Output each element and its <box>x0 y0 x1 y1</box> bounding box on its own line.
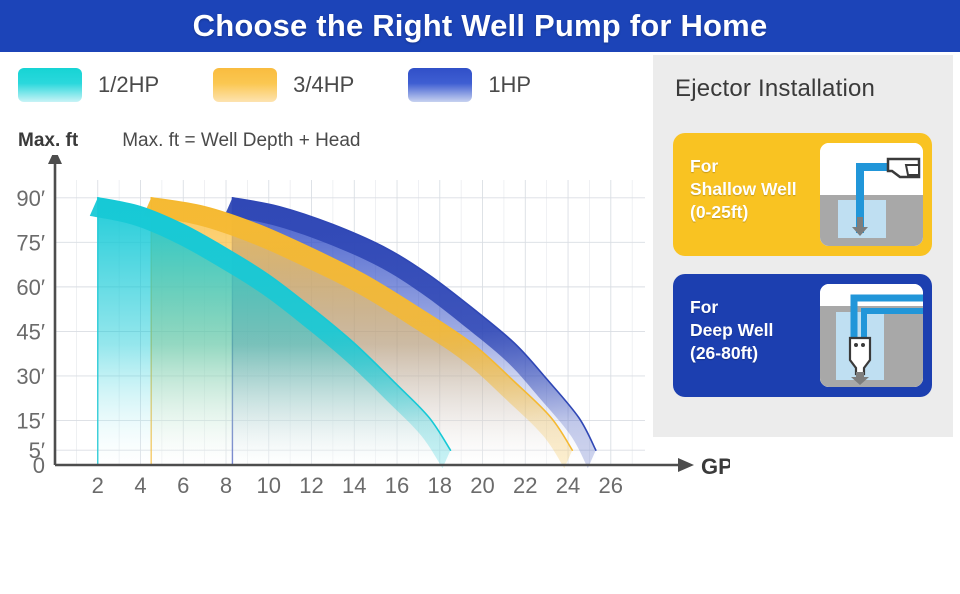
y-tick-label: 0 <box>33 453 45 478</box>
card-deep-well-text: For Deep Well (26-80ft) <box>690 296 815 365</box>
legend-label: 1HP <box>488 72 532 97</box>
card-line-3: (0-25ft) <box>690 202 749 223</box>
card-deep-well[interactable]: For Deep Well (26-80ft) <box>673 274 932 397</box>
chart-legend: 1/2HP 3/4HP 1HP <box>18 68 638 118</box>
chart-canvas: 05′15′30′45′60′75′90′2 4 6 8 10 12 14 16 18 20 22 2… <box>16 155 730 498</box>
x-tick-label: 26 <box>599 473 623 498</box>
deep-well-diagram-icon <box>820 284 923 387</box>
legend-item-three-quarter-hp[interactable]: 3/4HP <box>213 68 354 102</box>
y-tick-label: 75′ <box>16 230 45 255</box>
panel-title: Ejector Installation <box>675 75 876 102</box>
page-title: Choose the Right Well Pump for Home <box>192 8 768 43</box>
chart-axes <box>48 155 694 472</box>
x-tick-label: 24 <box>556 473 580 498</box>
color-swatch-icon <box>213 68 278 102</box>
card-shallow-well-text: For Shallow Well (0-25ft) <box>690 155 815 224</box>
x-tick-label: 22 <box>513 473 537 498</box>
x-tick-label: 14 <box>342 473 366 498</box>
x-tick-label: 4 <box>134 473 146 498</box>
page-header: Choose the Right Well Pump for Home <box>0 0 960 52</box>
x-tick-label: 16 <box>385 473 409 498</box>
card-shallow-well[interactable]: For Shallow Well (0-25ft) <box>673 133 932 256</box>
color-swatch-icon <box>408 68 473 102</box>
legend-item-one-hp[interactable]: 1HP <box>408 68 531 102</box>
y-axis-title: Max. ft <box>18 130 79 151</box>
shallow-well-diagram-icon <box>820 143 923 246</box>
y-tick-label: 90′ <box>16 186 45 211</box>
card-line-2: Deep Well <box>690 320 774 341</box>
y-tick-label: 60′ <box>16 275 45 300</box>
x-tick-label: 20 <box>470 473 494 498</box>
card-line-1: For <box>690 297 719 317</box>
x-tick-label: 6 <box>177 473 189 498</box>
chart-note: Max. ft = Well Depth + Head <box>122 130 361 151</box>
x-tick-label: 18 <box>428 473 452 498</box>
ejector-installation-panel: Ejector Installation For Shallow Well (0… <box>653 55 953 437</box>
card-line-3: (26-80ft) <box>690 343 759 364</box>
x-tick-label: 10 <box>257 473 281 498</box>
card-line-2: Shallow Well <box>690 179 797 200</box>
x-tick-label: 2 <box>92 473 104 498</box>
y-tick-label: 5′ <box>29 438 45 463</box>
legend-label: 3/4HP <box>293 72 355 97</box>
x-tick-label: 12 <box>299 473 323 498</box>
card-line-1: For <box>690 156 719 176</box>
chart-tick-labels: 05′15′30′45′60′75′90′2 4 6 8 10 12 14 16 18 20 22 2… <box>16 186 730 498</box>
y-tick-label: 15′ <box>16 408 45 433</box>
y-tick-label: 30′ <box>16 364 45 389</box>
x-tick-label: 8 <box>220 473 232 498</box>
x-axis-title: GPM <box>701 454 730 479</box>
color-swatch-icon <box>18 68 82 102</box>
chart-series-12hp <box>89 197 452 469</box>
pump-performance-chart: 0 5′ 15′ 30′ 45′ 60′ 75′ 90′ 2 4 6 8 10 12 14 16 18 20 22 2… <box>0 155 730 550</box>
y-tick-label: 45′ <box>16 319 45 344</box>
legend-item-half-hp[interactable]: 1/2HP <box>18 68 159 102</box>
chart-subtitle-row: Max. ft Max. ft = Well Depth + Head <box>18 130 361 152</box>
legend-label: 1/2HP <box>98 72 160 97</box>
